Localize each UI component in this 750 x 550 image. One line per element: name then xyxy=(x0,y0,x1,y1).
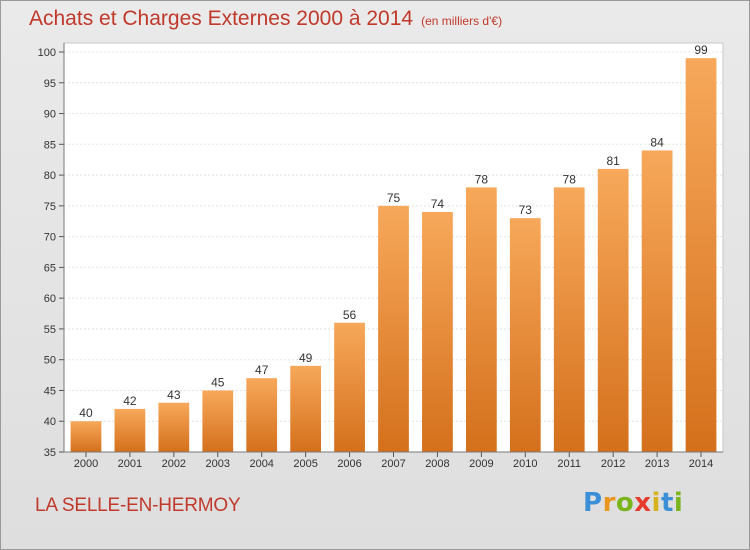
value-label: 74 xyxy=(431,197,445,211)
value-label: 78 xyxy=(563,172,577,186)
bar-2011 xyxy=(553,187,585,452)
value-label: 47 xyxy=(255,363,269,377)
chart-subtitle: (en milliers d'€) xyxy=(421,14,503,28)
x-tick-label: 2005 xyxy=(293,458,317,470)
logo-letter: i xyxy=(651,488,661,518)
x-tick-label: 2010 xyxy=(513,458,537,470)
bar-2014 xyxy=(685,58,717,453)
x-axis: 2000 2001 2002 2003 2004 2005 2006 2007 2008 2009… xyxy=(64,451,723,470)
bar-2008 xyxy=(422,212,453,452)
y-tick-label: 95 xyxy=(44,78,56,90)
x-tick-label: 2006 xyxy=(337,458,361,470)
y-tick-label: 55 xyxy=(44,324,56,336)
logo-letter: t xyxy=(660,488,674,518)
bar-2002 xyxy=(158,402,190,452)
bar-2000 xyxy=(70,421,102,452)
value-label: 73 xyxy=(519,203,533,217)
city-name: LA SELLE-EN-HERMOY xyxy=(35,495,241,516)
y-tick-label: 60 xyxy=(44,293,56,305)
logo-letter: i xyxy=(673,488,684,518)
x-tick-label: 2003 xyxy=(206,458,230,470)
bar-2006 xyxy=(334,322,365,452)
proxiti-logo: Proxiti xyxy=(583,488,683,518)
y-tick-label: 80 xyxy=(44,170,56,182)
x-tick-label: 2002 xyxy=(162,458,186,470)
y-tick-label: 85 xyxy=(44,139,56,151)
value-label: 75 xyxy=(387,191,401,205)
x-tick-label: 2008 xyxy=(425,458,449,470)
bar-2010 xyxy=(509,218,541,452)
y-tick-label: 65 xyxy=(44,262,56,274)
logo-letter: o xyxy=(615,488,635,518)
x-tick-label: 2011 xyxy=(557,458,581,470)
x-tick-label: 2004 xyxy=(249,458,273,470)
x-tick-label: 2009 xyxy=(469,458,493,470)
bar-2007 xyxy=(378,205,409,452)
value-label: 49 xyxy=(299,351,313,365)
value-label: 42 xyxy=(123,394,137,408)
value-label: 40 xyxy=(79,406,93,420)
x-tick-label: 2007 xyxy=(381,458,405,470)
value-label: 45 xyxy=(211,375,225,389)
y-tick-label: 35 xyxy=(44,447,56,459)
x-tick-label: 2012 xyxy=(601,458,625,470)
value-label: 43 xyxy=(167,388,181,402)
x-tick-label: 2013 xyxy=(645,458,669,470)
y-tick-label: 45 xyxy=(44,385,56,397)
y-tick-label: 100 xyxy=(38,47,56,59)
x-tick-label: 2000 xyxy=(74,458,98,470)
y-axis: 35 40 45 50 55 60 65 70 75 80 85 90 95 100 xyxy=(38,43,65,459)
value-label: 56 xyxy=(343,308,357,322)
value-label: 81 xyxy=(606,154,620,168)
bar-2005 xyxy=(290,365,322,452)
bar-2004 xyxy=(246,378,278,452)
bar-2001 xyxy=(114,408,146,452)
chart-title: Achats et Charges Externes 2000 à 2014 (e… xyxy=(29,7,502,31)
y-tick-label: 75 xyxy=(44,201,56,213)
bar-2012 xyxy=(597,168,629,452)
logo-letter: r xyxy=(602,488,616,518)
bar-2009 xyxy=(465,187,497,452)
logo-letter: x xyxy=(634,488,652,518)
y-tick-label: 70 xyxy=(44,232,56,244)
y-tick-label: 90 xyxy=(44,109,56,121)
value-label: 99 xyxy=(694,43,708,57)
y-tick-label: 40 xyxy=(44,416,56,428)
chart-title-text: Achats et Charges Externes 2000 à 2014 xyxy=(29,7,414,30)
x-tick-label: 2001 xyxy=(118,458,142,470)
logo-letter: P xyxy=(583,488,603,518)
bars: 40 42 43 45 47 49 56 75 74 78 73 78 81 84 99 xyxy=(70,43,717,453)
value-label: 78 xyxy=(475,172,489,186)
bar-2013 xyxy=(641,150,673,452)
value-label: 84 xyxy=(650,135,664,149)
y-tick-label: 50 xyxy=(44,355,56,367)
x-tick-label: 2014 xyxy=(689,458,713,470)
bar-2003 xyxy=(202,390,234,452)
